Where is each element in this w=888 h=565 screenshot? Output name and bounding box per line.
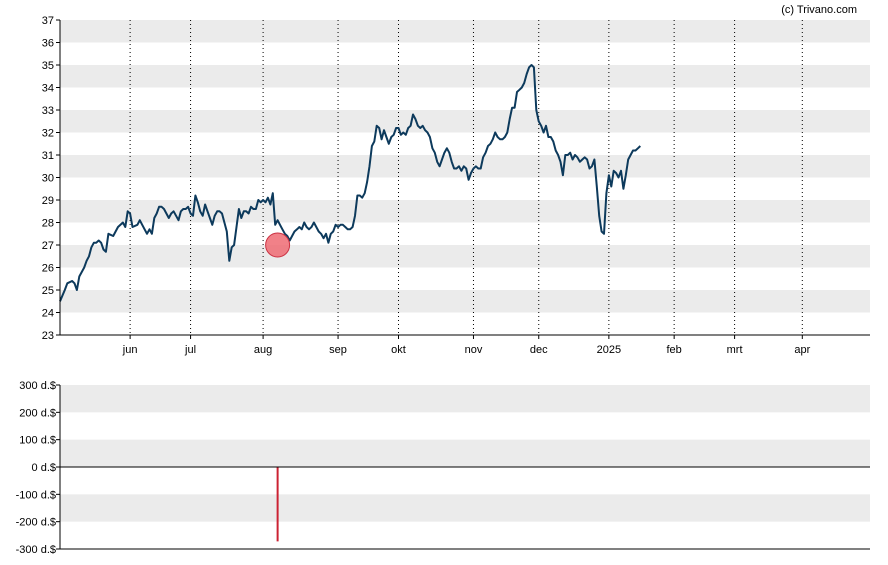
month-tick-label: mrt bbox=[727, 344, 743, 356]
price-tick-label: 31 bbox=[42, 150, 54, 162]
price-tick-label: 28 bbox=[42, 218, 54, 230]
price-tick-label: 36 bbox=[42, 38, 54, 50]
credit-label: (c) Trivano.com bbox=[781, 4, 857, 16]
price-axes bbox=[59, 20, 870, 336]
month-tick-label: jun bbox=[122, 344, 138, 356]
trade-marker bbox=[265, 232, 291, 258]
month-tick-label: nov bbox=[465, 344, 483, 356]
volume-band bbox=[60, 494, 870, 522]
price-y-axis: 23 24 25 26 27 28 29 30 31 32 33 34 35 36 37 bbox=[42, 15, 60, 342]
volume-tick-label: 100 d.$ bbox=[19, 435, 56, 447]
volume-tick-label: -200 d.$ bbox=[16, 517, 56, 529]
volume-tick-label: -100 d.$ bbox=[16, 489, 56, 501]
volume-band bbox=[60, 439, 870, 467]
volume-tick-label: 300 d.$ bbox=[19, 380, 56, 392]
price-tick-label: 33 bbox=[42, 105, 54, 117]
price-vertical-gridlines bbox=[129, 20, 803, 335]
month-tick-label: sep bbox=[329, 344, 347, 356]
volume-y-axis: 300 d.$ 200 d.$ 100 d.$ 0 d.$ -100 d.$ -200 d… bbox=[16, 380, 60, 556]
volume-panel: 300 d.$ 200 d.$ 100 d.$ 0 d.$ -100 d.$ -200 d… bbox=[16, 380, 870, 556]
price-tick-label: 25 bbox=[42, 285, 54, 297]
price-tick-label: 30 bbox=[42, 173, 54, 185]
price-tick-label: 29 bbox=[42, 195, 54, 207]
volume-axes bbox=[59, 385, 870, 550]
price-band bbox=[60, 20, 870, 43]
price-panel: 23 24 25 26 27 28 29 30 31 32 33 34 35 36 37 jun jul aug… bbox=[42, 15, 870, 356]
price-tick-label: 37 bbox=[42, 15, 54, 27]
price-tick-label: 35 bbox=[42, 60, 54, 72]
price-tick-label: 23 bbox=[42, 330, 54, 342]
volume-grid-bands bbox=[60, 385, 870, 522]
price-line bbox=[59, 64, 641, 302]
month-tick-label: apr bbox=[794, 344, 810, 356]
price-tick-label: 24 bbox=[42, 308, 54, 320]
month-tick-label: feb bbox=[667, 344, 682, 356]
month-tick-label: 2025 bbox=[597, 344, 621, 356]
price-series bbox=[59, 64, 641, 302]
month-tick-label: dec bbox=[530, 344, 548, 356]
price-band bbox=[60, 245, 870, 268]
price-tick-label: 34 bbox=[42, 83, 54, 95]
month-tick-label: aug bbox=[254, 344, 272, 356]
volume-band bbox=[60, 385, 870, 413]
price-band bbox=[60, 110, 870, 133]
price-tick-label: 27 bbox=[42, 240, 54, 252]
month-tick-label: jul bbox=[184, 344, 196, 356]
month-tick-label: okt bbox=[391, 344, 406, 356]
price-tick-label: 26 bbox=[42, 263, 54, 275]
price-band bbox=[60, 65, 870, 88]
volume-tick-label: 200 d.$ bbox=[19, 407, 56, 419]
volume-tick-label: 0 d.$ bbox=[32, 462, 56, 474]
price-band bbox=[60, 200, 870, 223]
price-tick-label: 32 bbox=[42, 128, 54, 140]
price-band bbox=[60, 290, 870, 313]
price-x-axis: jun jul aug sep okt nov dec 2025 feb mrt apr bbox=[122, 335, 811, 356]
volume-tick-label: -300 d.$ bbox=[16, 544, 56, 556]
price-markers bbox=[265, 232, 291, 258]
